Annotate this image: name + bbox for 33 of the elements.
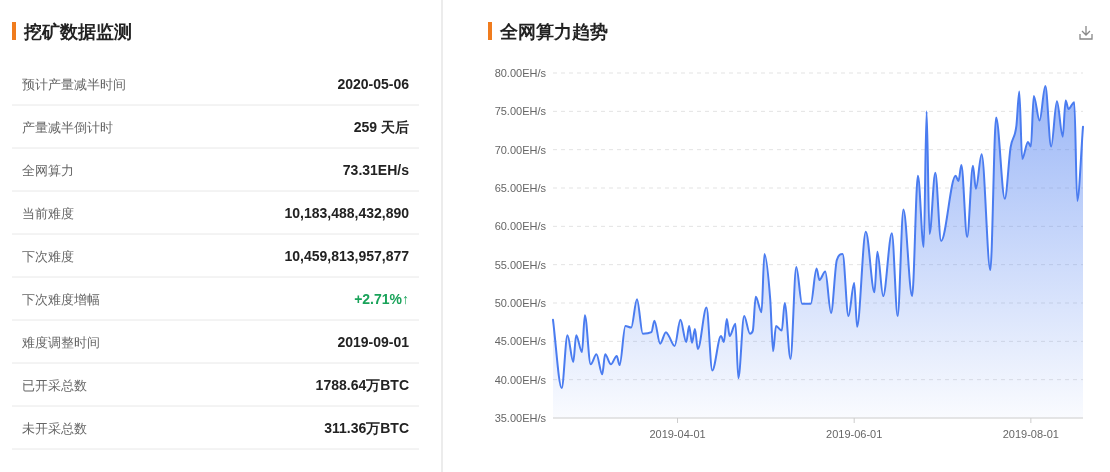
category-label: 下次难度 bbox=[22, 248, 74, 264]
x-tick-label: 2019-04-01 bbox=[649, 428, 706, 440]
category-label: 当前难度 bbox=[22, 205, 74, 221]
text: 2020-05-06 bbox=[337, 75, 409, 92]
category-label: 未开采总数 bbox=[22, 420, 87, 436]
x-tick-label: 2019-08-01 bbox=[1002, 428, 1060, 440]
y-tick-label: 40.00EH/s bbox=[494, 373, 547, 386]
y-tick-label: 45.00EH/s bbox=[494, 335, 547, 348]
chart-title: 全网算力趋势 bbox=[499, 22, 608, 42]
y-tick-label: 60.00EH/s bbox=[494, 220, 547, 233]
y-tick-label: 80.00EH/s bbox=[494, 67, 547, 79]
text: 10,459,813,957,877 bbox=[284, 247, 409, 264]
category-label: 已开采总数 bbox=[22, 377, 87, 393]
y-tick-label: 55.00EH/s bbox=[494, 258, 547, 271]
y-tick-label: 50.00EH/s bbox=[494, 297, 547, 309]
category-label: 难度调整时间 bbox=[21, 334, 100, 350]
y-tick-label: 35.00EH/s bbox=[494, 412, 547, 424]
y-tick-label: 70.00EH/s bbox=[494, 143, 547, 156]
text: 73.31EH/s bbox=[342, 161, 409, 178]
text: 10,183,488,432,890 bbox=[284, 204, 409, 221]
text: +2.71%↑ bbox=[354, 290, 409, 307]
text: 259 天后 bbox=[353, 118, 409, 135]
category-label: 下次难度增幅 bbox=[22, 291, 100, 307]
text: 311.36万BTC bbox=[324, 419, 409, 436]
text: 2019-09-01 bbox=[337, 333, 409, 350]
text: 1788.64万BTC bbox=[315, 376, 409, 393]
category-label: 产量减半倒计时 bbox=[22, 119, 113, 135]
x-tick-label: 2019-06-01 bbox=[826, 428, 883, 440]
text: 挖矿数据监测 bbox=[23, 22, 132, 42]
category-label: 预计产量减半时间 bbox=[22, 76, 126, 92]
y-tick-label: 65.00EH/s bbox=[494, 182, 547, 194]
category-label: 全网算力 bbox=[22, 162, 74, 178]
y-tick-label: 75.00EH/s bbox=[494, 105, 547, 118]
